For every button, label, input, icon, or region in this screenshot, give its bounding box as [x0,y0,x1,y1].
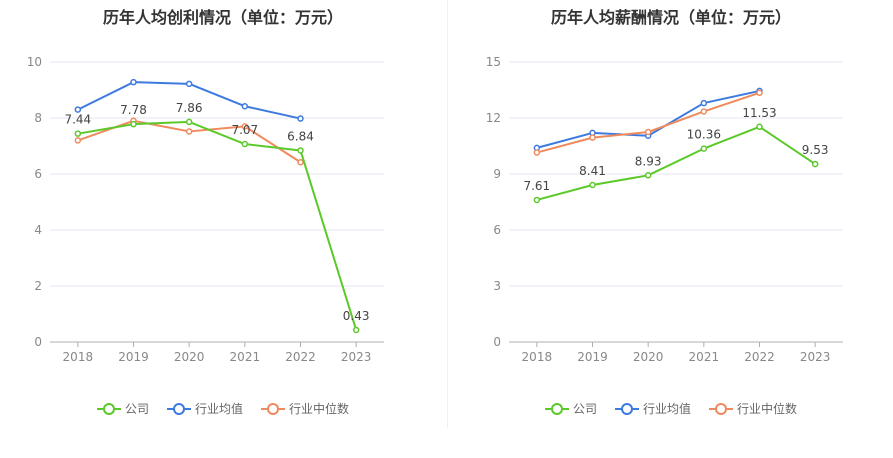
legend: 公司 行业均值 行业中位数 [449,400,893,417]
data-point-company [74,130,82,137]
data-point-industry-median [74,137,82,144]
data-point-company [185,118,193,126]
y-tick-label: 0 [493,335,501,349]
legend-item-industry-median[interactable]: 行业中位数 [261,400,349,417]
legend-item-company[interactable]: 公司 [96,400,149,417]
data-point-industry-median [589,134,596,141]
data-point-company [811,160,819,168]
profit-per-capita-plot: 0 2 4 6 8 10 2018 2019 2020 2021 2022 2023 7.44 7.78 7… [27,55,384,364]
data-label: 9.53 [802,143,829,157]
legend-label: 行业中位数 [737,402,798,416]
data-label: 7.61 [523,179,550,193]
y-tick-label: 6 [34,167,42,181]
x-tick-label: 2022 [285,350,316,364]
series-line-company [536,125,816,201]
y-tick-label: 4 [34,223,42,237]
y-tick-label: 10 [27,55,42,69]
legend-label: 行业均值 [194,402,243,416]
data-point-industry-avg [74,106,82,113]
data-point-industry-median [756,89,763,97]
x-tick-label: 2020 [633,350,664,364]
legend-item-industry-median[interactable]: 行业中位数 [709,400,797,417]
y-tick-label: 15 [486,55,501,69]
legend-line-icon [96,402,121,415]
data-label: 10.36 [687,128,721,142]
x-tick-label: 2021 [230,350,261,364]
legend-label: 行业中位数 [289,402,350,416]
data-point-industry-avg [297,115,304,122]
x-tick-label: 2018 [63,350,94,364]
legend-line-icon [166,402,191,415]
y-tick-label: 6 [493,223,501,237]
x-tick-label: 2023 [800,350,831,364]
data-label: 8.41 [579,164,606,178]
legend-line-icon [261,402,285,415]
data-label: 7.44 [64,113,91,127]
y-tick-label: 0 [34,335,42,349]
data-point-company [130,120,137,128]
x-tick-label: 2023 [341,350,372,364]
data-point-company [241,140,249,148]
data-label: 11.53 [742,106,776,120]
series-line-company [77,120,358,331]
y-tick-label: 8 [34,111,42,125]
data-point-industry-median [644,128,652,136]
legend-label: 行业均值 [642,402,691,416]
legend-line-icon [544,402,569,415]
data-label: 8.93 [635,154,662,168]
data-point-industry-median [185,128,193,135]
y-tick-label: 3 [493,279,501,293]
legend-label: 公司 [572,402,597,416]
chart-title: 历年人均创利情况（单位：万元） [102,8,343,27]
salary-per-capita-plot: 0 3 6 9 12 15 2018 2019 2020 2021 2022 2023 7.61 8.41… [486,55,843,364]
data-label: 7.86 [176,101,203,115]
data-label: 6.84 [287,129,314,143]
data-label: 7.07 [231,123,258,137]
data-point-industry-median [533,149,541,156]
legend-label: 公司 [124,402,149,416]
profit-per-capita-panel: 历年人均创利情况（单位：万元） 0 2 4 6 8 10 2018 2019 2020 2021 2… [0,0,446,458]
data-point-company [644,172,652,179]
salary-per-capita-panel: 历年人均薪酬情况（单位：万元） 0 3 6 9 12 15 2018 2019 2020 2021… [449,0,893,458]
data-label: 0.43 [343,309,370,323]
y-tick-label: 9 [493,167,501,181]
x-tick-label: 2019 [577,350,608,364]
x-tick-label: 2019 [118,350,149,364]
y-tick-label: 2 [34,279,42,293]
data-point-company [756,123,763,131]
data-point-industry-median [297,158,304,166]
x-tick-label: 2020 [174,350,205,364]
legend-item-industry-avg[interactable]: 行业均值 [614,400,691,417]
data-point-industry-avg [185,80,193,88]
panel-divider [447,0,448,428]
series-line-industry-median [536,91,760,154]
data-point-company [589,181,596,189]
data-point-company [352,326,360,334]
data-point-industry-avg [241,102,249,110]
data-point-industry-avg [700,99,708,107]
data-point-company [700,145,708,152]
data-label: 7.78 [120,103,147,117]
data-point-industry-median [700,108,708,115]
x-tick-label: 2021 [689,350,720,364]
x-tick-label: 2018 [522,350,553,364]
legend-line-icon [614,402,639,415]
legend-item-industry-avg[interactable]: 行业均值 [166,400,243,417]
legend-line-icon [709,402,733,415]
y-tick-label: 12 [486,111,501,125]
data-point-company [297,147,304,154]
legend-item-company[interactable]: 公司 [544,400,597,417]
chart-title: 历年人均薪酬情况（单位：万元） [550,8,791,27]
x-tick-label: 2022 [744,350,775,364]
legend: 公司 行业均值 行业中位数 [0,400,446,417]
data-point-company [533,196,541,204]
data-point-industry-median [241,123,249,130]
data-point-industry-avg [130,78,137,86]
